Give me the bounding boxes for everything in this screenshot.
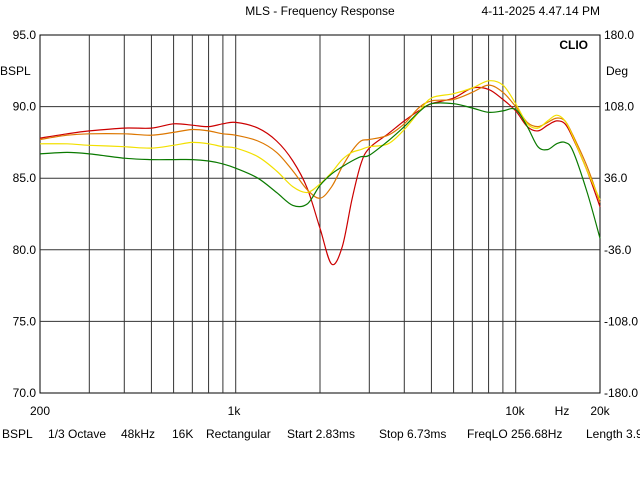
y2-tick-label: 108.0 <box>604 100 634 114</box>
footer-stop: Stop 6.73ms <box>379 427 447 441</box>
series-line-2 <box>39 84 601 203</box>
y-tick-labels: 95.0 90.0 85.0 80.0 75.0 70.0 <box>13 28 37 400</box>
y2-tick-label: -108.0 <box>604 314 638 328</box>
measurement-settings-bar: BSPL 1/3 Octave 48kHz 16K Rectangular St… <box>0 427 640 443</box>
y2-tick-label: -36.0 <box>604 243 632 257</box>
y2-tick-label: -180.0 <box>604 386 638 400</box>
footer-smoothing: 1/3 Octave <box>48 427 107 441</box>
y2-tick-label: 36.0 <box>604 171 628 185</box>
footer-window: Rectangular <box>206 427 271 441</box>
chart-title: MLS - Frequency Response <box>245 4 395 18</box>
x-tick-10k: 10k <box>505 404 525 418</box>
y-axis-unit-right: Deg <box>606 64 628 78</box>
footer-start: Start 2.83ms <box>287 427 356 441</box>
chart-timestamp: 4-11-2025 4.47.14 PM <box>481 4 600 18</box>
brand-label: CLIO <box>559 38 588 52</box>
footer-freq-lo: FreqLO 256.68Hz <box>467 427 563 441</box>
footer-sample-rate: 48kHz <box>121 427 156 441</box>
y-tick-label: 90.0 <box>13 100 37 114</box>
grid-lines <box>40 35 600 393</box>
series-group <box>39 80 601 266</box>
y-tick-label: 80.0 <box>13 243 37 257</box>
series-line-4 <box>39 102 601 239</box>
footer-unit: BSPL <box>2 427 33 441</box>
x-tick-20k: 20k <box>590 404 610 418</box>
y-tick-label: 75.0 <box>13 314 37 328</box>
x-tick-1k: 1k <box>228 404 242 418</box>
y-tick-label: 70.0 <box>13 386 37 400</box>
series-line-1 <box>39 86 601 266</box>
y-axis-unit-left: BSPL <box>0 64 31 78</box>
y-tick-label: 95.0 <box>13 28 37 42</box>
series-line-3 <box>39 80 601 200</box>
footer-length: Length 3.9ms <box>586 427 640 441</box>
y-tick-label: 85.0 <box>13 171 37 185</box>
y2-tick-label: 180.0 <box>604 28 634 42</box>
x-tick-200: 200 <box>30 404 50 418</box>
footer-size: 16K <box>172 427 194 441</box>
y2-tick-labels: 180.0 108.0 36.0 -36.0 -108.0 -180.0 <box>604 28 638 400</box>
x-axis-unit: Hz <box>555 404 570 418</box>
